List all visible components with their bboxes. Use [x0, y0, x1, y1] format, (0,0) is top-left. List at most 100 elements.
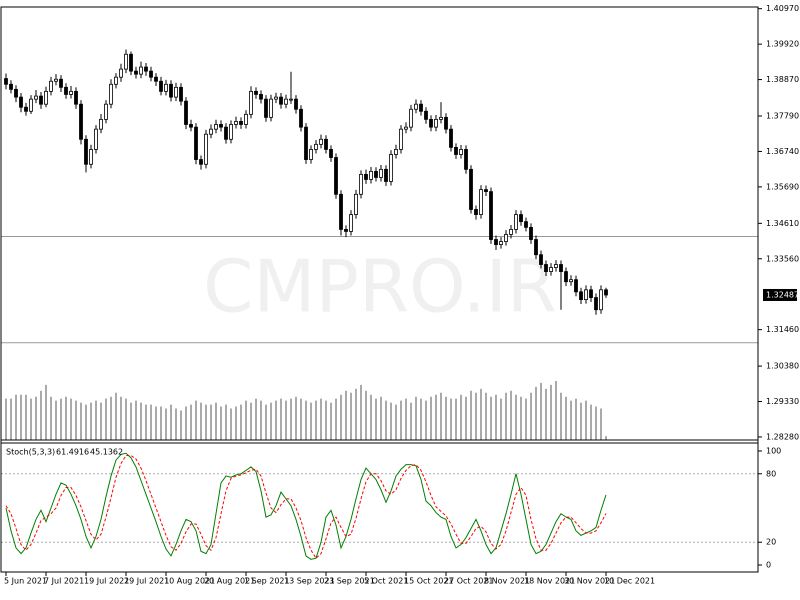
candle-body — [539, 254, 543, 265]
candle-body — [579, 291, 583, 301]
candle-body — [24, 106, 28, 112]
candle-body — [104, 103, 108, 120]
bid-label: 1.32487 — [766, 290, 799, 299]
x-tick-label: 5 Jun 2021 — [4, 577, 47, 586]
x-tick-label: 15 Oct 2021 — [404, 577, 453, 586]
candle-body — [269, 98, 273, 118]
candle-body — [149, 70, 153, 78]
candle-body — [164, 83, 168, 92]
candle-body — [324, 138, 328, 150]
x-tick-label: 29 Jul 2021 — [124, 577, 169, 586]
x-tick-label: 27 Oct 2021 — [444, 577, 493, 586]
x-tick-label: 10 Aug 2021 — [164, 577, 215, 586]
candle-body — [544, 264, 548, 272]
candle-body — [224, 126, 228, 140]
candle-body — [299, 108, 303, 128]
candle-body — [464, 149, 468, 170]
y-tick-label: 1.37790 — [766, 112, 799, 121]
y-tick-label: 1.30380 — [766, 362, 799, 371]
y-tick-label: 1.39920 — [766, 40, 799, 49]
candle-body — [174, 86, 178, 98]
candle-body — [374, 170, 378, 178]
candle-body — [29, 98, 33, 112]
candle-body — [204, 133, 208, 165]
candle-body — [419, 103, 423, 112]
candle-body — [404, 126, 408, 130]
y-tick-label: 1.31460 — [766, 325, 799, 334]
candle-body — [489, 191, 493, 240]
candle-body — [9, 83, 13, 90]
candle-body — [129, 53, 133, 72]
y-tick-label: 1.35690 — [766, 182, 799, 191]
candle-body — [434, 118, 438, 128]
candle-body — [414, 103, 418, 110]
candle-body — [139, 66, 143, 75]
candle-body — [484, 189, 488, 193]
indicator-value: 45.1362 — [90, 448, 123, 457]
candle-body — [559, 264, 563, 272]
candle-body — [39, 95, 43, 105]
x-tick-label: 1 Sep 2021 — [244, 577, 290, 586]
candle-body — [564, 271, 568, 283]
candle-body — [289, 98, 293, 101]
candle-body — [124, 53, 128, 70]
candle-body — [89, 149, 93, 165]
candle-body — [354, 193, 358, 215]
candle-body — [384, 168, 388, 182]
candle-body — [69, 90, 73, 95]
candle-body — [184, 100, 188, 125]
candle-body — [474, 209, 478, 215]
candle-body — [334, 157, 338, 195]
candle-body — [84, 138, 88, 165]
candle-body — [64, 86, 68, 95]
x-tick-label: 18 Nov 2021 — [524, 577, 575, 586]
candle-body — [199, 159, 203, 165]
candle-body — [279, 96, 283, 105]
y-tick-label: 80 — [766, 469, 776, 478]
candle-body — [349, 214, 353, 232]
y-tick-label: 100 — [766, 446, 781, 455]
x-tick-label: 7 Jul 2021 — [44, 577, 84, 586]
candle-body — [274, 96, 278, 100]
candle-body — [314, 143, 318, 150]
x-tick-label: 8 Nov 2021 — [484, 577, 530, 586]
x-tick-label: 5 Oct 2021 — [364, 577, 408, 586]
candle-body — [19, 96, 23, 108]
candle-body — [589, 289, 593, 298]
candle-body — [179, 86, 183, 102]
candle-body — [514, 214, 518, 230]
x-tick-label: 19 Jul 2021 — [84, 577, 129, 586]
candle-body — [469, 168, 473, 210]
candle-body — [169, 83, 173, 98]
candle-body — [494, 239, 498, 245]
candle-body — [389, 154, 393, 182]
candle-body — [244, 113, 248, 125]
x-tick-label: 10 Dec 2021 — [604, 577, 655, 586]
candle-body — [549, 267, 553, 272]
candle-body — [499, 241, 503, 245]
candle-body — [604, 289, 608, 296]
candle-body — [479, 189, 483, 215]
y-tick-label: 1.33560 — [766, 254, 799, 263]
candle-body — [144, 66, 148, 72]
y-tick-label: 1.34610 — [766, 219, 799, 228]
y-tick-label: 0 — [766, 561, 771, 570]
candle-body — [214, 124, 218, 130]
candle-body — [454, 146, 458, 155]
candle-body — [59, 78, 63, 88]
candle-body — [49, 80, 53, 92]
candle-body — [284, 98, 288, 105]
candle-body — [379, 168, 383, 178]
candle-body — [309, 149, 313, 160]
x-tick-label: 23 Sep 2021 — [324, 577, 375, 586]
candle-body — [234, 121, 238, 125]
candle-body — [14, 88, 18, 98]
watermark: CMPRO.IR — [203, 245, 557, 329]
candle-body — [249, 90, 253, 115]
candle-body — [574, 279, 578, 293]
candle-body — [54, 78, 58, 82]
indicator-title: Stoch(5,3,3) — [6, 448, 55, 457]
candle-body — [444, 116, 448, 130]
